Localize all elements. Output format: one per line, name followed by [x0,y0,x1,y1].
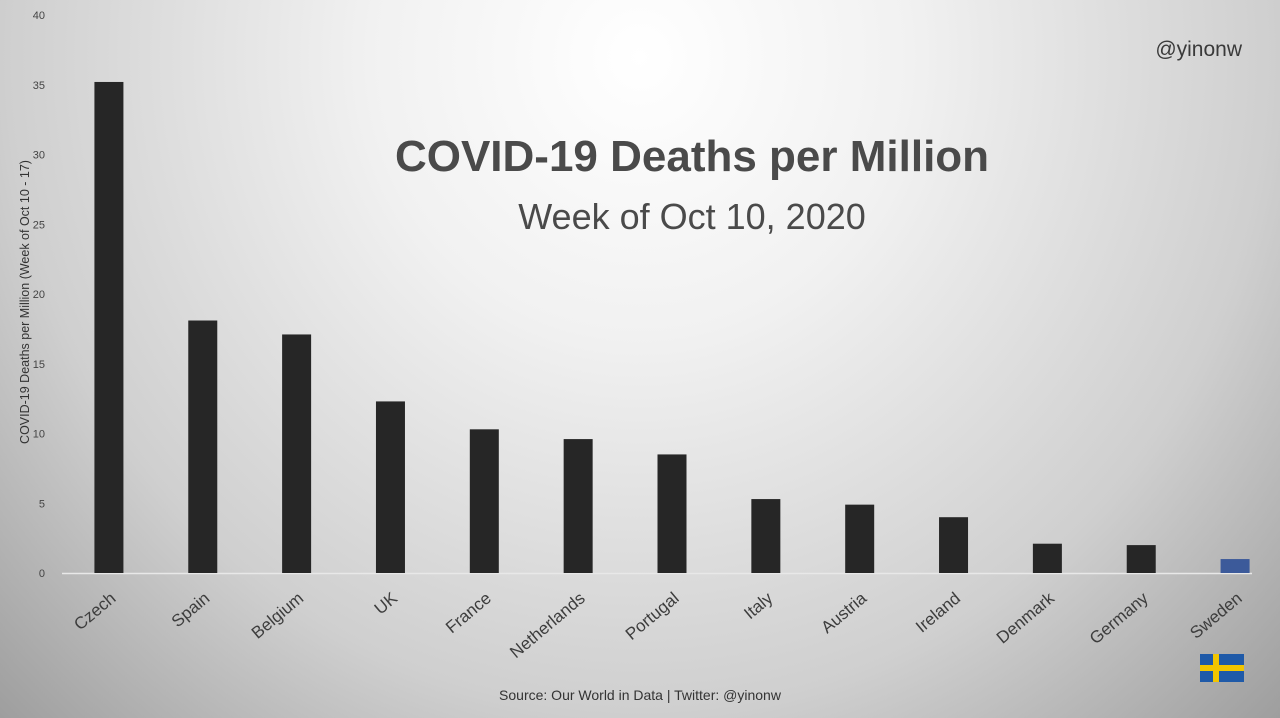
y-tick-label: 15 [33,359,45,371]
x-tick-label: Belgium [248,589,307,643]
chart-subtitle: Week of Oct 10, 2020 [518,196,866,237]
bar [94,81,124,574]
bar [375,401,405,573]
y-tick-label: 40 [33,10,45,22]
bar [1220,559,1250,573]
y-tick-label: 5 [39,498,45,510]
bar [469,429,499,573]
x-tick-label: Spain [168,589,214,632]
x-tick-label: Denmark [993,588,1058,647]
x-tick-label: Austria [818,588,871,637]
bar [845,504,875,573]
x-tick-label: France [442,589,495,638]
x-tick-label: Czech [70,589,119,635]
bar [1032,543,1062,573]
y-tick-label: 20 [33,289,45,301]
x-tick-label: Portugal [622,589,683,644]
x-tick-label: Germany [1086,588,1152,648]
y-axis-label: COVID-19 Deaths per Million (Week of Oct… [18,160,32,444]
y-tick-label: 25 [33,219,45,231]
chart-title: COVID-19 Deaths per Million [394,132,990,181]
bar [939,517,969,573]
bar [188,320,218,573]
bar [563,439,593,573]
y-tick-label: 0 [39,568,45,580]
y-tick-label: 35 [33,80,45,92]
y-tick-label: 30 [33,150,45,162]
bar [657,454,687,573]
bar [282,334,312,573]
source-caption: Source: Our World in Data | Twitter: @yi… [499,687,781,703]
bar [751,499,781,573]
x-tick-label: Netherlands [506,589,588,662]
x-tick-label: Sweden [1186,589,1245,643]
x-tick-label: Italy [740,588,776,623]
x-tick-label: UK [371,588,402,618]
sweden-flag-icon [1200,654,1244,682]
bar [1126,545,1156,573]
y-tick-label: 10 [33,429,45,441]
watermark: @yinonw [1155,38,1242,61]
x-tick-label: Ireland [912,589,964,637]
